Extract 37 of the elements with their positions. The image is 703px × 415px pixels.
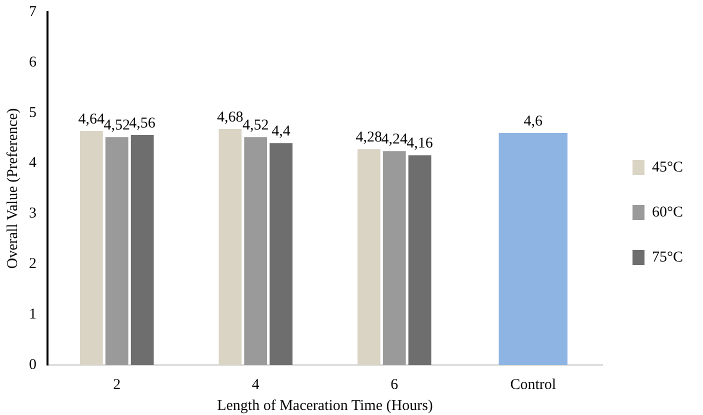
data-label: 4,4	[272, 124, 291, 140]
bar	[382, 151, 406, 365]
bar	[357, 149, 380, 365]
legend-label: 75°C	[652, 249, 684, 266]
bar	[270, 143, 293, 365]
bar	[80, 131, 103, 365]
data-label: 4,28	[356, 130, 382, 146]
y-tick-label: 7	[29, 4, 37, 20]
bar	[105, 137, 128, 365]
x-tick-label: 4	[252, 376, 260, 393]
data-label: 4,52	[104, 118, 130, 134]
x-tick-label: 2	[113, 376, 121, 393]
y-tick-label: 0	[29, 356, 36, 373]
bar	[218, 128, 242, 365]
x-axis-title: Length of Maceration Time (Hours)	[217, 398, 433, 414]
legend-label: 60°C	[652, 204, 684, 220]
legend-label: 45°C	[652, 159, 684, 176]
y-tick-label: 3	[29, 206, 36, 222]
y-tick-label: 5	[29, 104, 36, 121]
x-tick-label: 6	[390, 376, 399, 393]
bar	[408, 155, 432, 365]
y-tick-label: 6	[29, 54, 37, 70]
y-tick-label: 1	[29, 306, 36, 323]
y-tick-label: 2	[29, 256, 36, 272]
data-label: 4,16	[406, 136, 434, 152]
data-label: 4,68	[217, 109, 244, 126]
data-label: 4,56	[129, 115, 156, 132]
x-tick-label: Control	[510, 376, 556, 393]
bar	[244, 137, 268, 365]
data-label: 4,52	[242, 118, 269, 134]
data-label: 4,64	[78, 111, 106, 128]
data-label: 4,24	[381, 132, 408, 148]
bar	[498, 133, 568, 365]
data-label: 4,6	[524, 113, 543, 130]
bar	[130, 135, 154, 365]
y-axis-title: Overall Value (Preference)	[4, 108, 21, 269]
y-tick-label: 4	[29, 155, 37, 172]
